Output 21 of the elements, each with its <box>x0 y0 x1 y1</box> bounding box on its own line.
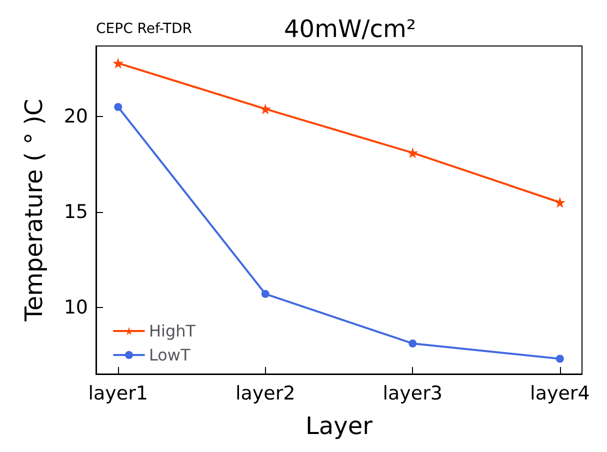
point <box>114 103 122 112</box>
y-tick-label: 20 <box>64 106 88 128</box>
point <box>408 339 417 348</box>
point <box>112 58 124 69</box>
x-tick-label: layer2 <box>235 382 296 404</box>
y-tick-label: 10 <box>64 296 88 318</box>
y-tick-label: 15 <box>64 200 88 223</box>
point <box>556 354 564 363</box>
point <box>554 196 566 208</box>
text: CEPC Ref-TDR <box>96 21 192 37</box>
x-tick-label: layer1 <box>88 382 148 404</box>
point <box>407 147 418 158</box>
chart-title: 40mW/cm² <box>284 15 416 43</box>
point <box>260 103 271 114</box>
legend-label: LowT <box>149 346 191 364</box>
x-axis-title: Layer <box>306 412 373 440</box>
x-tick-label: layer3 <box>382 382 443 404</box>
y-axis-title: Temperature ( ° )C <box>20 98 48 322</box>
point <box>261 290 270 298</box>
x-tick-label: layer4 <box>530 382 590 404</box>
legend-label: HighT <box>149 322 196 340</box>
